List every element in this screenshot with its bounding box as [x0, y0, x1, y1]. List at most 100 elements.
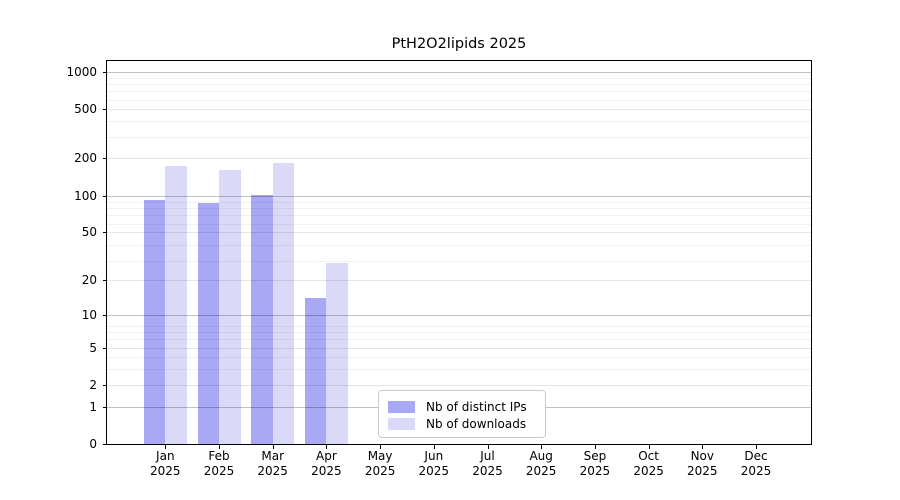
- x-tick-month: Sep: [583, 449, 607, 463]
- legend-label-distinct-ips: Nb of distinct IPs: [426, 399, 527, 414]
- legend-item-distinct-ips: Nb of distinct IPs: [388, 398, 537, 415]
- y-tick-mark: [103, 109, 107, 111]
- gridline-100: [107, 195, 811, 197]
- x-tick-mark: [648, 445, 650, 449]
- x-tick-mark: [541, 445, 543, 449]
- y-tick-label: 500: [74, 102, 97, 117]
- bar-downloads-jan: [165, 165, 187, 444]
- x-tick-year: 2025: [633, 463, 664, 478]
- x-tick-label-dec: Dec 2025: [724, 449, 788, 478]
- legend-swatch-downloads: [388, 417, 415, 430]
- y-tick-label: 5: [89, 340, 97, 355]
- legend: Nb of distinct IPs Nb of downloads: [378, 390, 546, 438]
- y-tick-label: 20: [81, 273, 97, 287]
- bar-downloads-apr: [326, 262, 348, 444]
- x-tick-mark: [272, 445, 274, 449]
- minor-gridline: [107, 215, 811, 217]
- x-tick-year: 2025: [364, 463, 396, 478]
- x-tick-mark: [594, 445, 596, 449]
- y-tick-label: 1: [89, 399, 97, 414]
- x-tick-month: Jul: [480, 449, 495, 463]
- y-tick-label: 10: [81, 307, 97, 322]
- x-tick-label-mar: Mar 2025: [241, 449, 305, 478]
- bar-distinct-ips-jan: [143, 199, 166, 444]
- x-tick-month: Jun: [424, 449, 444, 463]
- y-tick-label: 100: [74, 188, 97, 203]
- x-tick-label-jun: Jun 2025: [402, 449, 466, 478]
- x-tick-mark: [756, 445, 757, 449]
- minor-gridline: [107, 332, 811, 333]
- x-tick-month: Feb: [208, 449, 230, 463]
- x-tick-label-jan: Jan 2025: [133, 449, 197, 478]
- x-tick-month: Aug: [529, 449, 553, 463]
- gridline-2: [107, 384, 811, 386]
- x-tick-label-oct: Oct 2025: [617, 449, 681, 478]
- x-tick-mark: [326, 445, 328, 449]
- x-tick-year: 2025: [203, 463, 235, 478]
- minor-gridline: [107, 325, 811, 327]
- minor-gridline: [107, 357, 811, 359]
- x-tick-label-jul: Jul 2025: [456, 449, 520, 478]
- y-tick-mark: [103, 158, 107, 160]
- y-tick-label: 1000: [66, 64, 97, 79]
- x-tick-label-aug: Aug 2025: [509, 449, 573, 478]
- x-tick-year: 2025: [579, 463, 611, 478]
- x-tick-month: Nov: [690, 449, 714, 463]
- minor-gridline: [107, 260, 811, 262]
- bar-distinct-ips-mar: [251, 195, 273, 444]
- x-tick-month: May: [367, 449, 393, 463]
- y-tick-label: 50: [81, 225, 97, 240]
- y-tick-mark: [103, 347, 107, 349]
- x-tick-year: 2025: [311, 463, 342, 478]
- x-tick-year: 2025: [472, 463, 503, 478]
- x-tick-year: 2025: [687, 463, 718, 478]
- minor-gridline: [107, 245, 811, 247]
- chart-title: PtH2O2lipids 2025: [391, 36, 527, 52]
- gridline-20: [107, 280, 811, 281]
- x-tick-mark: [702, 445, 704, 449]
- x-tick-mark: [219, 445, 220, 449]
- gridline-50: [107, 232, 811, 234]
- bar-downloads-feb: [219, 170, 241, 444]
- x-tick-year: 2025: [525, 463, 557, 478]
- y-tick-mark: [103, 406, 107, 408]
- bar-distinct-ips-apr: [304, 298, 327, 444]
- gridline-500: [107, 109, 811, 111]
- legend-label-downloads: Nb of downloads: [426, 416, 527, 431]
- y-tick-mark: [103, 444, 107, 445]
- plot-area: [106, 60, 812, 445]
- x-tick-mark: [165, 445, 167, 449]
- minor-gridline: [107, 201, 811, 203]
- legend-swatch-distinct-ips: [388, 400, 415, 413]
- minor-gridline: [107, 84, 811, 85]
- gridline-10: [107, 314, 811, 316]
- y-tick-mark: [103, 195, 107, 197]
- gridline-5: [107, 347, 811, 349]
- bar-downloads-mar: [272, 162, 295, 444]
- y-tick-mark: [103, 232, 107, 234]
- gridline-1000: [107, 71, 811, 73]
- minor-gridline: [107, 369, 811, 371]
- minor-gridline: [107, 99, 811, 101]
- x-tick-month: Mar: [261, 449, 284, 463]
- x-tick-mark: [380, 445, 382, 449]
- minor-gridline: [107, 208, 811, 209]
- y-tick-mark: [103, 280, 107, 281]
- minor-gridline: [107, 77, 811, 79]
- bar-distinct-ips-feb: [197, 202, 219, 444]
- y-tick-label: 200: [74, 151, 97, 166]
- x-tick-mark: [487, 445, 489, 449]
- minor-gridline: [107, 339, 811, 341]
- x-tick-label-apr: Apr 2025: [294, 449, 358, 478]
- minor-gridline: [107, 91, 811, 93]
- x-tick-year: 2025: [418, 463, 450, 478]
- minor-gridline: [107, 136, 811, 138]
- y-tick-mark: [103, 314, 107, 316]
- x-tick-year: 2025: [150, 463, 181, 478]
- x-tick-label-nov: Nov 2025: [670, 449, 734, 478]
- x-tick-label-feb: Feb 2025: [187, 449, 251, 478]
- legend-item-downloads: Nb of downloads: [388, 415, 537, 432]
- x-tick-month: Jan: [156, 449, 175, 463]
- x-tick-month: Dec: [744, 449, 768, 463]
